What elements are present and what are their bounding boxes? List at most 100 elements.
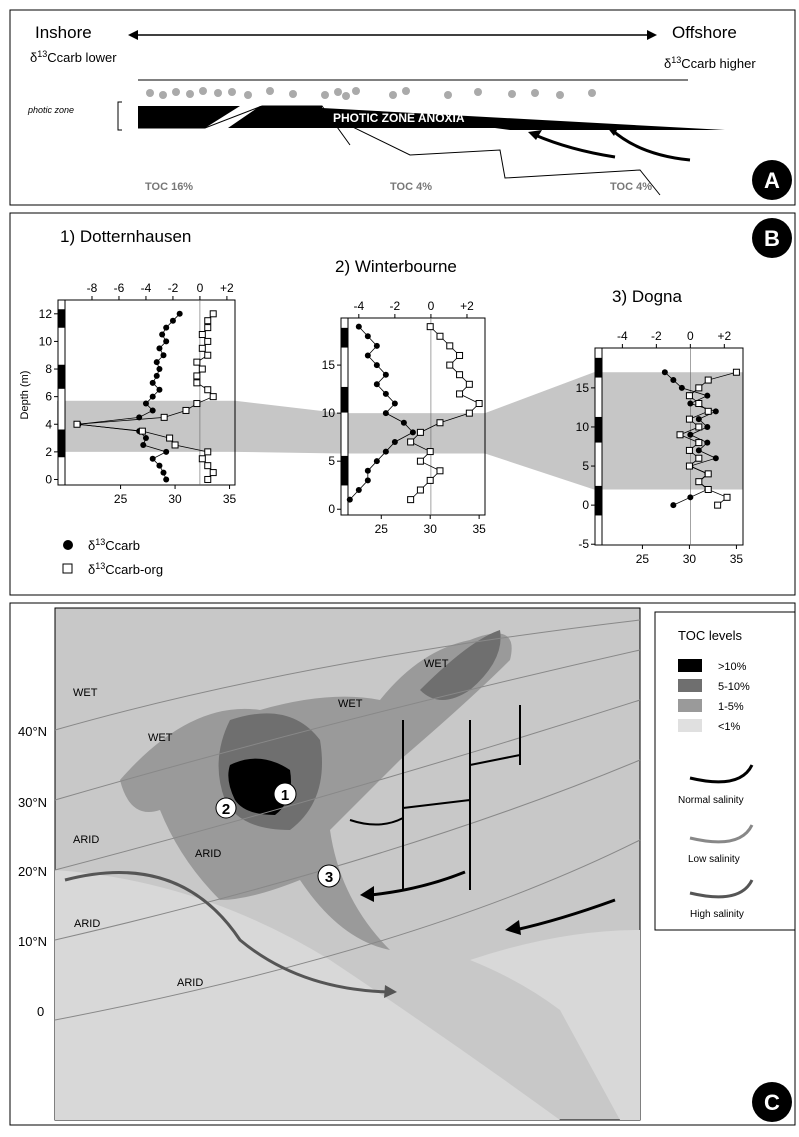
carb-org-point <box>193 372 201 380</box>
carb-org-point <box>193 358 201 366</box>
lithology-bed <box>595 357 602 378</box>
carb-org-point <box>138 427 146 435</box>
carb-org-point <box>685 462 693 470</box>
site-marker <box>215 797 237 819</box>
rift-structures <box>349 705 521 890</box>
carb-org-point <box>714 501 722 509</box>
panel-badge <box>752 160 792 200</box>
carb-org-point <box>436 419 444 427</box>
carb-org-point <box>676 431 684 439</box>
x-tick-label: -4 <box>617 329 628 343</box>
legend-text: δ13Ccarb <box>88 537 140 553</box>
carb-point <box>163 324 170 331</box>
carb-org-point <box>204 351 212 359</box>
carb-point <box>695 416 702 423</box>
legend-box <box>654 611 796 931</box>
superscript: 13 <box>671 55 681 65</box>
symbol: δ <box>88 562 95 577</box>
carb-point <box>159 331 166 338</box>
depth-axis-label: Depth (m) <box>19 371 31 420</box>
carb-point <box>391 400 398 407</box>
carb-point <box>156 366 163 373</box>
legend-text: >10% <box>718 661 747 673</box>
anoxia-band <box>594 372 743 490</box>
carb-org-point <box>407 438 415 446</box>
carb-point <box>156 345 163 352</box>
legend-marker <box>62 563 73 574</box>
land <box>55 870 560 1120</box>
text: Ccarb higher <box>681 56 756 71</box>
carb-org-point <box>475 400 483 408</box>
band-connector <box>235 400 340 454</box>
carb-org-point <box>456 390 464 398</box>
lithology-bed <box>58 309 65 328</box>
legend-swatch <box>678 719 702 732</box>
carb-point <box>704 392 711 399</box>
lithology-column <box>340 317 349 516</box>
carb-point <box>670 377 677 384</box>
carb-point <box>142 400 149 407</box>
arrow-head <box>384 985 397 998</box>
legend-text: δ13Ccarb-org <box>88 561 163 577</box>
lithology-bed <box>58 429 65 458</box>
carb-point <box>142 435 149 442</box>
legend-text: 5-10% <box>718 681 750 693</box>
climate-label: ARID <box>177 977 203 989</box>
y-tick-label: 0 <box>582 498 589 512</box>
carb-org-point <box>426 323 434 331</box>
text: Ccarb-org <box>105 562 163 577</box>
profile-chart: -4 -2 0 +2 25 30 35 -5 0 5 10 15 3) Dogna <box>576 287 744 566</box>
carb-point <box>153 372 160 379</box>
text: Ccarb <box>105 538 140 553</box>
y-tick-label: 2 <box>45 445 52 459</box>
x2-tick-label: 30 <box>424 522 438 536</box>
carb-org-point <box>695 439 703 447</box>
carb-org-point <box>723 493 731 501</box>
carb-point <box>695 447 702 454</box>
climate-label: ARID <box>195 848 221 860</box>
profile-chart: -8 -6 -4 -2 0 +2 25 30 35 0 2 4 6 8 10 12 1) Dotternhaus… <box>39 227 237 506</box>
chart-title: 3) Dogna <box>612 287 682 306</box>
climate-label: WET <box>73 687 98 699</box>
toc-label: TOC 4% <box>390 181 432 193</box>
carb-org-point <box>198 344 206 352</box>
carb-org-point <box>198 331 206 339</box>
legend-text: <1% <box>718 721 741 733</box>
climate-label: WET <box>338 698 363 710</box>
latitude-label: 40°N <box>18 724 47 739</box>
carb-point <box>160 352 167 359</box>
y-tick-label: 10 <box>322 406 336 420</box>
climate-label: ARID <box>73 834 99 846</box>
carb-org-point <box>204 324 212 332</box>
photic-zone-label: photic zone <box>27 105 74 115</box>
carb-org-point <box>73 420 81 428</box>
x-tick-label: +2 <box>220 281 234 295</box>
symbol: δ <box>664 56 671 71</box>
x-tick-label: -8 <box>87 281 98 295</box>
carb-point <box>687 494 694 501</box>
carb-point <box>163 338 170 345</box>
y-tick-label: 4 <box>45 417 52 431</box>
high-salinity-current <box>64 871 391 994</box>
carb-org-point <box>732 368 740 376</box>
superscript: 13 <box>37 49 47 59</box>
carb-org-point <box>426 448 434 456</box>
legend-swatch <box>678 659 702 672</box>
carb-org-point <box>436 467 444 475</box>
carb-point <box>382 410 389 417</box>
carb-point <box>364 477 371 484</box>
text: Ccarb lower <box>47 50 117 65</box>
carb-point <box>149 393 156 400</box>
seafloor-profile <box>262 105 661 196</box>
y-tick-label: 0 <box>328 502 335 516</box>
latitude-label: 0 <box>37 1004 44 1019</box>
chart-title: 1) Dotternhausen <box>60 227 191 246</box>
carb-point <box>355 323 362 330</box>
carb-org-point <box>685 415 693 423</box>
legend-text: 1-5% <box>718 701 744 713</box>
x2-tick-label: 35 <box>472 522 486 536</box>
y-tick-label: 12 <box>39 307 53 321</box>
site-number: 1 <box>281 787 289 804</box>
carb-org-point <box>704 376 712 384</box>
